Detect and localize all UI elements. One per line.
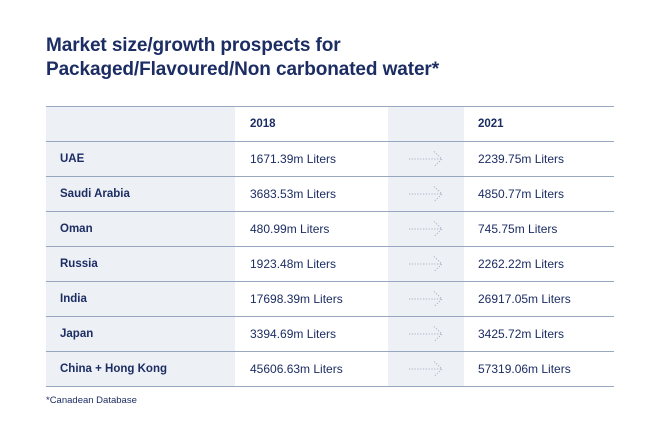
- value-2021-cell: 2262.22m Liters: [478, 257, 565, 271]
- table-row: China + Hong Kong 45606.63m Liters 57319.0…: [46, 352, 614, 387]
- dotted-arrow-right-icon: [409, 186, 443, 202]
- value-2018-cell: 1923.48m Liters: [250, 257, 337, 271]
- row-shade-left: [46, 247, 235, 281]
- row-shade-left: [46, 142, 235, 176]
- country-cell: Japan: [60, 328, 94, 340]
- row-shade-left: [46, 212, 235, 246]
- table-row: Oman 480.99m Liters 745.75m Liters: [46, 212, 614, 247]
- table-row: UAE 1671.39m Liters 2239.75m Liters: [46, 142, 614, 177]
- market-table: 2018 2021 UAE 1671.39m Liters 2239.75m Lit…: [46, 106, 614, 387]
- value-2018-cell: 45606.63m Liters: [250, 362, 343, 376]
- dotted-arrow-right-icon: [409, 221, 443, 237]
- dotted-arrow-right-icon: [409, 326, 443, 342]
- row-shade-left: [46, 282, 235, 316]
- country-cell: Oman: [60, 223, 93, 235]
- country-cell: China + Hong Kong: [60, 363, 168, 375]
- value-2018-cell: 1671.39m Liters: [250, 152, 337, 166]
- dotted-arrow-right-icon: [409, 256, 443, 272]
- column-header-2018: 2018: [250, 118, 276, 130]
- value-2021-cell: 57319.06m Liters: [478, 362, 571, 376]
- table-row: Russia 1923.48m Liters 2262.22m Liters: [46, 247, 614, 282]
- table-row: Saudi Arabia 3683.53m Liters 4850.77m Lite…: [46, 177, 614, 212]
- table-body: UAE 1671.39m Liters 2239.75m Liters Saudi A…: [46, 142, 614, 387]
- value-2018-cell: 480.99m Liters: [250, 222, 330, 236]
- country-cell: Saudi Arabia: [60, 188, 130, 200]
- country-cell: UAE: [60, 153, 85, 165]
- row-shade-left: [46, 317, 235, 351]
- title-line-2: Packaged/Flavoured/Non carbonated water*: [46, 59, 440, 80]
- value-2021-cell: 3425.72m Liters: [478, 327, 565, 341]
- row-shade-left: [46, 352, 235, 386]
- table-header-row: 2018 2021: [46, 107, 614, 142]
- title-line-1: Market size/growth prospects for: [46, 35, 341, 56]
- value-2018-cell: 3394.69m Liters: [250, 327, 337, 341]
- value-2018-cell: 3683.53m Liters: [250, 187, 337, 201]
- footnote: *Canadean Database: [46, 395, 137, 406]
- value-2018-cell: 17698.39m Liters: [250, 292, 343, 306]
- page-title: Market size/growth prospects for Package…: [46, 34, 626, 82]
- row-shade-left: [46, 177, 235, 211]
- dotted-arrow-right-icon: [409, 151, 443, 167]
- header-shade-mid: [388, 107, 464, 141]
- value-2021-cell: 4850.77m Liters: [478, 187, 565, 201]
- column-header-2021: 2021: [478, 118, 504, 130]
- table-row: India 17698.39m Liters 26917.05m Liters: [46, 282, 614, 317]
- value-2021-cell: 2239.75m Liters: [478, 152, 565, 166]
- country-cell: India: [60, 293, 87, 305]
- value-2021-cell: 26917.05m Liters: [478, 292, 571, 306]
- value-2021-cell: 745.75m Liters: [478, 222, 558, 236]
- dotted-arrow-right-icon: [409, 361, 443, 377]
- header-shade-left: [46, 107, 235, 141]
- table-row: Japan 3394.69m Liters 3425.72m Liters: [46, 317, 614, 352]
- country-cell: Russia: [60, 258, 98, 270]
- dotted-arrow-right-icon: [409, 291, 443, 307]
